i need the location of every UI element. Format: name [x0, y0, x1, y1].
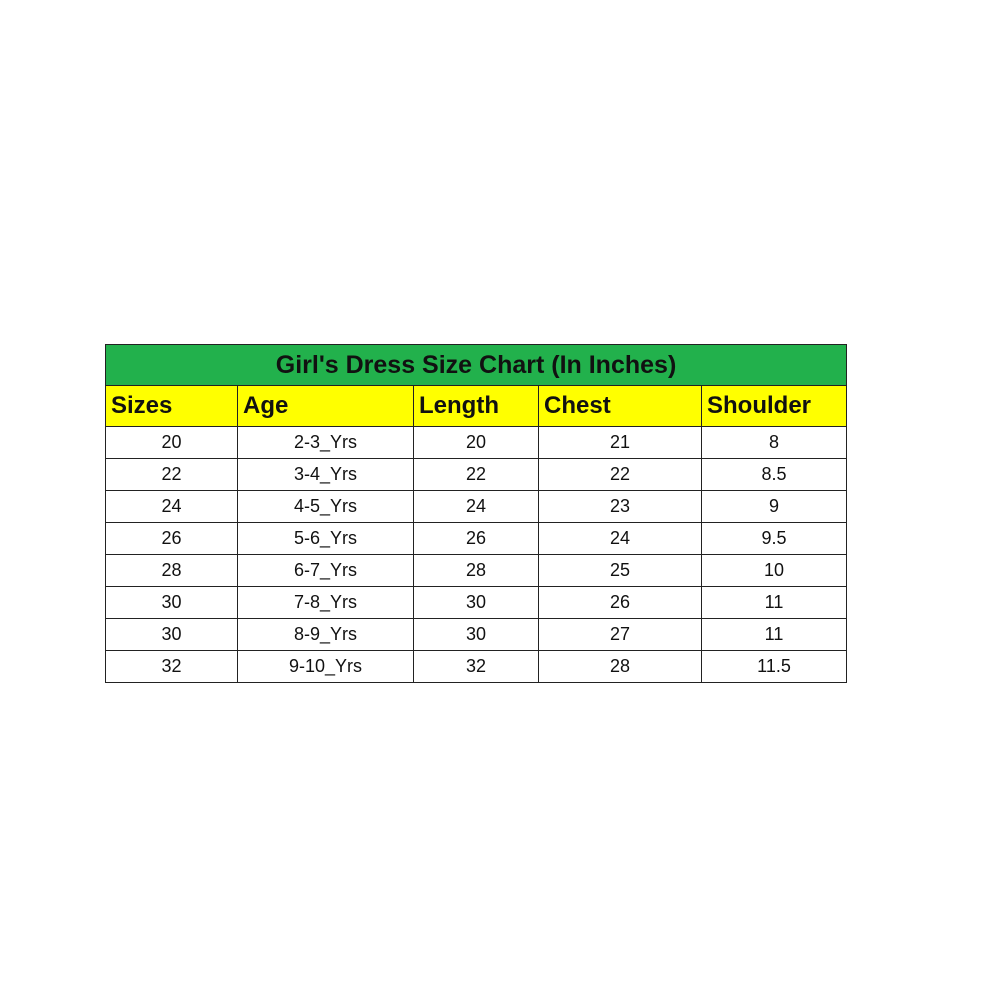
header-row: Sizes Age Length Chest Shoulder	[105, 385, 848, 427]
cell-sizes: 24	[105, 490, 238, 523]
cell-sizes: 28	[105, 554, 238, 587]
column-header-age: Age	[237, 385, 414, 427]
column-header-chest: Chest	[538, 385, 702, 427]
table-row: 26 5-6_Yrs 26 24 9.5	[105, 522, 848, 555]
cell-age: 3-4_Yrs	[237, 458, 414, 491]
cell-chest: 22	[538, 458, 702, 491]
table-row: 32 9-10_Yrs 32 28 11.5	[105, 650, 848, 683]
cell-shoulder: 9	[700, 490, 848, 523]
cell-chest: 23	[538, 490, 702, 523]
size-chart-table: Girl's Dress Size Chart (In Inches) Size…	[104, 344, 848, 683]
cell-shoulder: 10	[700, 554, 848, 587]
cell-sizes: 30	[105, 586, 238, 619]
table-row: 24 4-5_Yrs 24 23 9	[105, 490, 848, 523]
table-row: 28 6-7_Yrs 28 25 10	[105, 554, 848, 587]
cell-chest: 26	[538, 586, 702, 619]
column-header-length: Length	[413, 385, 539, 427]
cell-sizes: 22	[105, 458, 238, 491]
cell-sizes: 30	[105, 618, 238, 651]
column-header-sizes: Sizes	[105, 385, 238, 427]
cell-age: 6-7_Yrs	[237, 554, 414, 587]
cell-age: 8-9_Yrs	[237, 618, 414, 651]
cell-chest: 21	[538, 426, 702, 459]
cell-shoulder: 8.5	[700, 458, 848, 491]
cell-sizes: 26	[105, 522, 238, 555]
cell-age: 4-5_Yrs	[237, 490, 414, 523]
cell-length: 32	[413, 650, 539, 683]
cell-age: 5-6_Yrs	[237, 522, 414, 555]
table-row: 22 3-4_Yrs 22 22 8.5	[105, 458, 848, 491]
cell-length: 20	[413, 426, 539, 459]
cell-chest: 28	[538, 650, 702, 683]
cell-shoulder: 11	[700, 586, 848, 619]
table-row: 30 8-9_Yrs 30 27 11	[105, 618, 848, 651]
cell-shoulder: 11.5	[700, 650, 848, 683]
cell-shoulder: 11	[700, 618, 848, 651]
cell-sizes: 20	[105, 426, 238, 459]
table-row: 30 7-8_Yrs 30 26 11	[105, 586, 848, 619]
cell-shoulder: 9.5	[700, 522, 848, 555]
column-header-shoulder: Shoulder	[700, 385, 848, 427]
cell-age: 2-3_Yrs	[237, 426, 414, 459]
cell-chest: 24	[538, 522, 702, 555]
cell-chest: 27	[538, 618, 702, 651]
cell-length: 30	[413, 586, 539, 619]
cell-length: 28	[413, 554, 539, 587]
cell-shoulder: 8	[700, 426, 848, 459]
cell-length: 30	[413, 618, 539, 651]
table-title: Girl's Dress Size Chart (In Inches)	[104, 344, 848, 386]
cell-sizes: 32	[105, 650, 238, 683]
cell-age: 9-10_Yrs	[237, 650, 414, 683]
cell-length: 26	[413, 522, 539, 555]
cell-age: 7-8_Yrs	[237, 586, 414, 619]
table-row: 20 2-3_Yrs 20 21 8	[105, 426, 848, 459]
cell-chest: 25	[538, 554, 702, 587]
cell-length: 24	[413, 490, 539, 523]
cell-length: 22	[413, 458, 539, 491]
